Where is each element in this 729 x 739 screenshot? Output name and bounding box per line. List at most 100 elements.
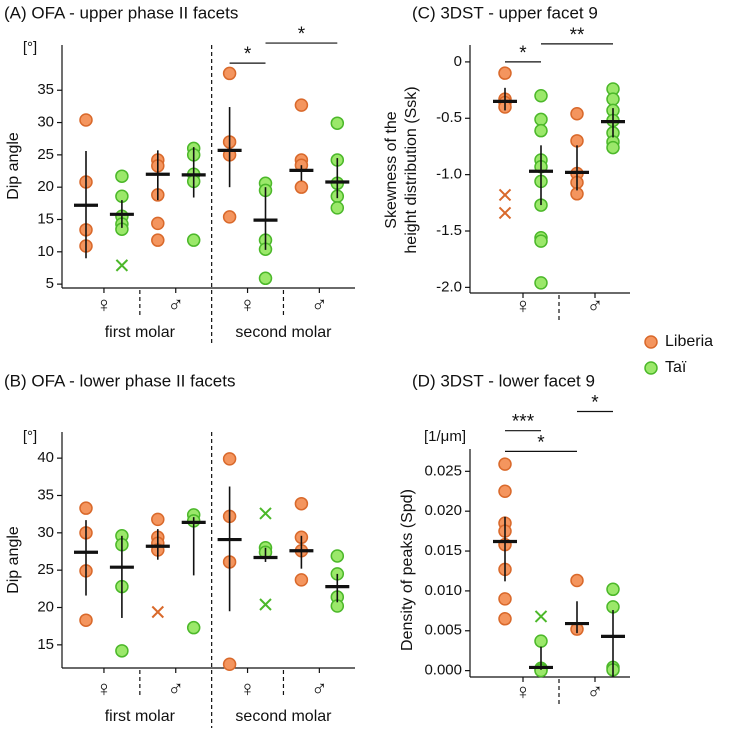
data-point <box>534 634 548 648</box>
data-point <box>294 180 309 194</box>
data-point <box>294 573 309 587</box>
y-tick-label: 20 <box>37 598 54 615</box>
y-axis-unit: [°] <box>23 428 37 445</box>
sex-label: ♀ <box>96 292 113 317</box>
data-point <box>534 276 548 290</box>
data-point <box>222 66 237 81</box>
significance-label: * <box>298 24 306 45</box>
data-point <box>534 123 548 138</box>
panel-title: (D) 3DST - lower facet 9 <box>412 371 595 390</box>
y-tick-label: 0.005 <box>424 622 462 639</box>
molar-label: second molar <box>235 708 332 725</box>
legend-swatch <box>644 335 658 349</box>
y-tick-label: 20 <box>37 178 54 195</box>
data-point <box>115 169 129 183</box>
significance-label: * <box>519 43 527 64</box>
data-point <box>222 210 237 224</box>
y-tick-label: 15 <box>37 636 54 653</box>
y-tick-label: 30 <box>37 114 54 131</box>
y-tick-label: 40 <box>37 449 54 466</box>
significance-label: * <box>244 44 252 65</box>
y-tick-label: -0.5 <box>436 109 462 126</box>
data-point <box>606 140 620 155</box>
data-point <box>186 233 201 247</box>
sex-label: ♂ <box>311 292 328 317</box>
data-point <box>570 573 584 588</box>
y-tick-label: 0.015 <box>424 542 462 559</box>
y-axis-label: Skewness of the <box>383 111 400 229</box>
data-point <box>534 234 548 248</box>
y-axis-label: Density of peaks (Spd) <box>399 489 416 651</box>
sex-label: ♀ <box>239 292 256 317</box>
data-point <box>570 134 584 148</box>
y-tick-label: -1.0 <box>436 166 462 183</box>
legend-label: Liberia <box>665 333 713 350</box>
significance-label: * <box>591 393 599 414</box>
data-point <box>330 201 345 215</box>
legend-label: Taï <box>665 359 687 376</box>
data-point <box>330 116 345 130</box>
significance-label: ** <box>570 25 585 46</box>
molar-label: first molar <box>105 324 176 341</box>
data-point <box>498 484 512 499</box>
y-axis-label: Dip angle <box>5 526 22 594</box>
y-tick-label: -2.0 <box>436 278 462 295</box>
data-point <box>151 512 165 527</box>
panel-title: (A) OFA - upper phase II facets <box>4 3 238 22</box>
y-tick-label: 0.020 <box>424 502 462 519</box>
sex-label: ♀ <box>515 293 532 318</box>
outlier <box>151 605 165 619</box>
panel-title: (B) OFA - lower phase II facets <box>4 371 235 390</box>
data-point <box>498 66 512 80</box>
outlier <box>259 507 272 520</box>
y-axis-label: height distribution (Ssk) <box>403 86 420 253</box>
data-point <box>498 592 512 606</box>
molar-label: first molar <box>105 708 176 725</box>
y-axis-unit: [1/μm] <box>424 428 466 445</box>
data-point <box>498 612 512 626</box>
y-tick-label: 15 <box>37 210 54 227</box>
data-point <box>151 233 165 247</box>
outlier <box>259 598 272 611</box>
outlier <box>498 206 512 220</box>
outlier <box>115 259 129 272</box>
y-tick-label: 35 <box>37 486 54 503</box>
y-axis-label: Dip angle <box>5 132 22 200</box>
data-point <box>79 613 93 627</box>
y-tick-label: 0.000 <box>424 662 462 679</box>
outlier <box>498 188 512 202</box>
y-tick-label: 30 <box>37 524 54 541</box>
molar-label: second molar <box>235 324 332 341</box>
sex-label: ♂ <box>587 293 604 318</box>
sex-label: ♀ <box>239 676 256 701</box>
y-tick-label: 0.010 <box>424 582 462 599</box>
legend-swatch <box>644 361 658 375</box>
data-point <box>222 452 237 466</box>
y-tick-label: 25 <box>37 561 54 578</box>
sex-label: ♂ <box>587 679 604 704</box>
sex-label: ♀ <box>515 679 532 704</box>
data-point <box>222 657 237 672</box>
data-point <box>606 92 620 106</box>
y-tick-label: 10 <box>37 243 54 260</box>
panel-title: (C) 3DST - upper facet 9 <box>412 3 598 22</box>
data-point <box>79 113 93 127</box>
sex-label: ♂ <box>311 676 328 701</box>
y-tick-label: 0 <box>454 53 462 70</box>
sex-label: ♂ <box>168 292 185 317</box>
data-point <box>570 107 584 121</box>
data-point <box>534 88 548 103</box>
data-point <box>294 98 309 112</box>
y-axis-unit: [°] <box>23 39 37 56</box>
data-point <box>498 457 512 471</box>
data-point <box>258 271 273 286</box>
significance-label: *** <box>512 412 535 433</box>
data-point <box>186 620 201 635</box>
significance-label: * <box>537 432 545 453</box>
sex-label: ♀ <box>96 676 113 701</box>
data-point <box>534 112 548 127</box>
data-point <box>330 549 345 563</box>
sex-label: ♂ <box>168 676 185 701</box>
